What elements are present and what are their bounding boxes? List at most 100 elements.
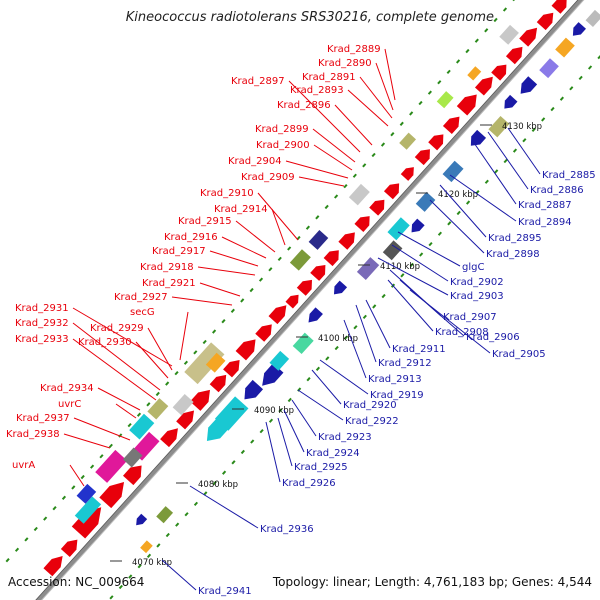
reverse-gene-label: Krad_2902 bbox=[450, 277, 504, 288]
reverse-leader-line bbox=[189, 485, 259, 529]
gc-mark bbox=[447, 221, 452, 226]
forward-leader-line bbox=[271, 208, 286, 246]
forward-leader-line bbox=[312, 128, 356, 163]
reverse-gene-label: Krad_2887 bbox=[518, 200, 572, 211]
reverse-leader-line bbox=[161, 559, 197, 591]
gc-mark bbox=[240, 449, 245, 455]
gc-mark bbox=[484, 179, 489, 184]
gc-mark bbox=[240, 298, 245, 303]
gc-mark bbox=[465, 48, 470, 54]
forward-gene-label: Krad_2931 bbox=[15, 303, 69, 314]
gc-mark bbox=[494, 169, 499, 174]
gc-mark bbox=[503, 158, 508, 164]
forward-gene-label: Krad_2933 bbox=[15, 334, 69, 345]
gc-mark bbox=[212, 329, 217, 334]
forward-gene-label: Krad_2929 bbox=[90, 323, 144, 334]
forward-gene bbox=[71, 507, 102, 539]
reverse-leader-line bbox=[507, 127, 541, 175]
forward-gene-label: Krad_2930 bbox=[78, 337, 132, 348]
gc-mark bbox=[428, 241, 433, 247]
forward-leader-line bbox=[115, 403, 137, 419]
gc-mark bbox=[325, 356, 330, 361]
reverse-gene bbox=[415, 191, 436, 212]
reverse-gene bbox=[292, 332, 314, 355]
reverse-gene-label: Krad_2895 bbox=[488, 233, 542, 244]
feature-block bbox=[205, 352, 226, 373]
gc-mark bbox=[202, 339, 207, 345]
gc-mark bbox=[305, 225, 311, 230]
forward-leader-line bbox=[334, 104, 373, 146]
gc-mark bbox=[418, 100, 423, 106]
reverse-gene bbox=[333, 280, 348, 295]
reverse-gene bbox=[442, 160, 464, 183]
feature-block bbox=[399, 132, 417, 150]
forward-leader-line bbox=[72, 338, 157, 401]
reverse-leader-line bbox=[265, 421, 281, 483]
kbp-tick-label: 4080 kbp bbox=[198, 480, 238, 490]
gc-mark bbox=[484, 28, 489, 33]
feature-block bbox=[289, 249, 311, 271]
reverse-gene bbox=[520, 76, 538, 94]
reverse-leader-line bbox=[471, 139, 517, 205]
reverse-gene bbox=[555, 37, 575, 58]
forward-leader-line bbox=[73, 417, 131, 441]
gc-mark bbox=[136, 412, 142, 417]
gc-mark bbox=[512, 0, 515, 2]
reverse-leader-line bbox=[291, 399, 317, 437]
forward-gene-label: Krad_2909 bbox=[241, 172, 295, 183]
feature-block bbox=[436, 91, 454, 109]
forward-gene bbox=[223, 360, 240, 378]
forward-leader-line bbox=[221, 236, 267, 259]
reverse-gene-label: Krad_2926 bbox=[282, 478, 336, 489]
gc-mark bbox=[315, 366, 321, 371]
forward-gene bbox=[383, 183, 400, 200]
forward-gene-label: Krad_2899 bbox=[255, 124, 309, 135]
reverse-leader-line bbox=[397, 231, 461, 267]
gc-mark bbox=[118, 584, 123, 590]
forward-gene bbox=[505, 46, 523, 65]
feature-block bbox=[95, 449, 128, 483]
forward-gene bbox=[99, 482, 125, 509]
reverse-gene-label: Krad_2908 bbox=[435, 327, 489, 338]
forward-leader-line bbox=[179, 311, 189, 361]
gc-mark bbox=[222, 470, 227, 475]
reverse-gene-label: Krad_2885 bbox=[542, 170, 596, 181]
forward-gene bbox=[442, 116, 460, 135]
gc-mark bbox=[362, 314, 367, 319]
gc-mark bbox=[437, 80, 442, 85]
gc-mark bbox=[175, 522, 180, 527]
forward-gene-label: Krad_2932 bbox=[15, 318, 69, 329]
gc-mark bbox=[541, 117, 546, 122]
forward-gene-label: Krad_2917 bbox=[152, 246, 206, 257]
gc-mark bbox=[268, 418, 274, 423]
forward-gene-label: Krad_2918 bbox=[140, 262, 194, 273]
backbone-line bbox=[36, 0, 584, 600]
kbp-tick-label: 4100 kbp bbox=[318, 334, 358, 344]
reverse-gene-label: Krad_2912 bbox=[378, 358, 432, 369]
feature-block bbox=[122, 447, 143, 468]
forward-gene bbox=[551, 0, 567, 14]
forward-gene-label: Krad_2890 bbox=[318, 58, 372, 69]
gc-mark bbox=[156, 543, 161, 548]
forward-leader-line bbox=[347, 89, 389, 127]
reverse-gene bbox=[411, 218, 425, 233]
forward-leader-line bbox=[384, 48, 396, 101]
forward-gene bbox=[414, 149, 430, 166]
reverse-gene-label: Krad_2911 bbox=[392, 344, 446, 355]
gc-mark bbox=[268, 267, 273, 272]
forward-gene bbox=[369, 199, 385, 216]
gc-mark bbox=[502, 7, 508, 12]
gc-mark bbox=[315, 215, 320, 220]
gc-mark bbox=[109, 595, 114, 600]
reverse-gene-label: Krad_2919 bbox=[370, 390, 424, 401]
forward-gene bbox=[474, 76, 493, 96]
feature-block bbox=[467, 66, 482, 81]
feature-block bbox=[74, 496, 102, 524]
gc-mark bbox=[99, 454, 104, 459]
gc-mark bbox=[71, 485, 76, 490]
reverse-leader-line bbox=[283, 409, 305, 453]
reverse-gene-label: Krad_2925 bbox=[294, 462, 348, 473]
reverse-gene bbox=[269, 350, 290, 371]
gc-mark bbox=[165, 532, 170, 538]
forward-leader-line bbox=[285, 160, 349, 179]
